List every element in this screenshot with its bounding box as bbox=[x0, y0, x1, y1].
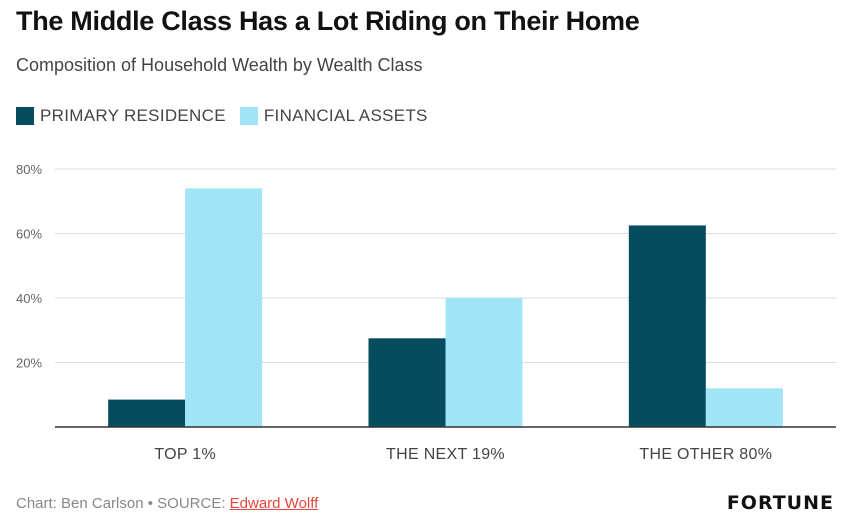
y-tick-label: 40% bbox=[16, 291, 42, 306]
credit-text: Chart: Ben Carlson • SOURCE: bbox=[16, 495, 230, 512]
legend-item-financial-assets: FINANCIAL ASSETS bbox=[239, 106, 428, 126]
bar-primary-residence-0 bbox=[108, 399, 186, 427]
legend-swatch-financial-assets bbox=[239, 107, 258, 125]
fortune-logo: FORTUNE bbox=[726, 492, 834, 514]
x-tick-label: THE OTHER 80% bbox=[639, 446, 772, 463]
bar-financial-assets-1 bbox=[445, 298, 523, 427]
bar-financial-assets-2 bbox=[705, 388, 783, 427]
legend-swatch-primary-residence bbox=[16, 107, 34, 125]
x-tick-label: THE NEXT 19% bbox=[386, 446, 505, 463]
legend-label-financial-assets: FINANCIAL ASSETS bbox=[263, 106, 428, 125]
bar-financial-assets-0 bbox=[185, 188, 263, 427]
y-tick-label: 20% bbox=[16, 356, 42, 371]
chart-subtitle: Composition of Household Wealth by Wealt… bbox=[16, 55, 423, 75]
chart-credit: Chart: Ben Carlson • SOURCE: Edward Wolf… bbox=[16, 495, 318, 512]
bar-chart: 20% 40% 60% 80% TOP 1% THE NEXT 19% THE OTHER … bbox=[16, 162, 836, 463]
y-tick-label: 80% bbox=[16, 162, 42, 177]
bar-primary-residence-1 bbox=[368, 338, 446, 427]
legend-item-primary-residence: PRIMARY RESIDENCE bbox=[16, 106, 226, 126]
y-tick-label: 60% bbox=[16, 227, 42, 242]
legend: PRIMARY RESIDENCE FINANCIAL ASSETS bbox=[16, 106, 442, 126]
bar-primary-residence-2 bbox=[628, 225, 706, 427]
chart-title: The Middle Class Has a Lot Riding on The… bbox=[16, 6, 640, 36]
source-link[interactable]: Edward Wolff bbox=[229, 495, 319, 512]
legend-label-primary-residence: PRIMARY RESIDENCE bbox=[40, 106, 226, 125]
x-tick-label: TOP 1% bbox=[154, 446, 216, 463]
